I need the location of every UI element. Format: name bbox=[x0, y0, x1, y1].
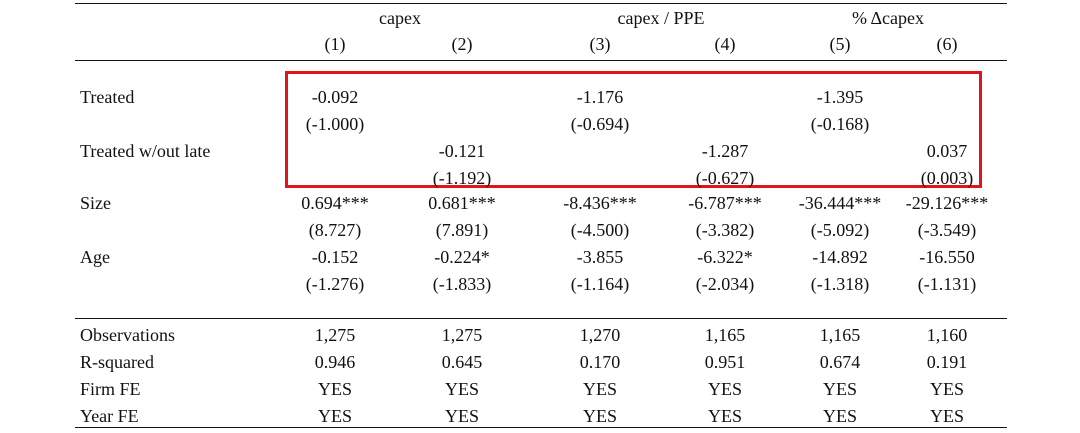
header-rule bbox=[75, 60, 1007, 61]
stat-cell: YES bbox=[582, 379, 618, 399]
stat-label: R-squared bbox=[80, 352, 154, 372]
stat-label: Firm FE bbox=[80, 379, 141, 399]
t-stat-cell: (-1.192) bbox=[432, 168, 492, 188]
bottom-rule bbox=[75, 427, 1007, 428]
stat-cell: 0.946 bbox=[314, 352, 356, 372]
stat-cell: 0.645 bbox=[441, 352, 483, 372]
stat-label: Year FE bbox=[80, 406, 139, 426]
stat-cell: YES bbox=[707, 406, 743, 426]
t-stat-cell: (8.727) bbox=[308, 220, 362, 240]
coefficient-cell: -0.224* bbox=[434, 247, 490, 267]
t-stat-cell: (-3.549) bbox=[917, 220, 977, 240]
column-number: (5) bbox=[829, 34, 851, 54]
stat-cell: 1,160 bbox=[926, 325, 968, 345]
t-stat-cell: (-3.382) bbox=[695, 220, 755, 240]
coefficient-cell: -6.322* bbox=[697, 247, 753, 267]
stat-cell: YES bbox=[582, 406, 618, 426]
column-number: (6) bbox=[936, 34, 958, 54]
t-stat-cell: (-0.694) bbox=[570, 114, 630, 134]
coefficient-cell: -14.892 bbox=[812, 247, 868, 267]
t-stat-cell: (7.891) bbox=[435, 220, 489, 240]
t-stat-cell: (-2.034) bbox=[695, 274, 755, 294]
coefficient-cell: -8.436*** bbox=[563, 193, 637, 213]
t-stat-cell: (0.003) bbox=[920, 168, 974, 188]
t-stat-cell: (-1.131) bbox=[917, 274, 977, 294]
stat-cell: YES bbox=[929, 406, 965, 426]
top-rule bbox=[75, 3, 1007, 4]
coefficient-cell: -36.444*** bbox=[798, 193, 882, 213]
group-header: % Δcapex bbox=[851, 8, 925, 28]
stat-cell: 0.170 bbox=[579, 352, 621, 372]
stat-cell: YES bbox=[317, 406, 353, 426]
coefficient-cell: -0.092 bbox=[311, 87, 359, 107]
highlight-box bbox=[285, 71, 982, 188]
t-stat-cell: (-5.092) bbox=[810, 220, 870, 240]
stat-cell: YES bbox=[822, 406, 858, 426]
stat-cell: YES bbox=[929, 379, 965, 399]
column-number: (4) bbox=[714, 34, 736, 54]
stat-label: Observations bbox=[80, 325, 175, 345]
stat-cell: YES bbox=[822, 379, 858, 399]
stat-cell: 0.674 bbox=[819, 352, 861, 372]
row-label: Treated bbox=[80, 87, 135, 107]
column-number: (1) bbox=[324, 34, 346, 54]
stat-cell: 0.951 bbox=[704, 352, 746, 372]
t-stat-cell: (-0.168) bbox=[810, 114, 870, 134]
coefficient-cell: -1.176 bbox=[576, 87, 624, 107]
coefficient-cell: -29.126*** bbox=[905, 193, 989, 213]
group-header: capex bbox=[379, 8, 421, 28]
coefficient-cell: -0.121 bbox=[438, 141, 486, 161]
stat-cell: 1,165 bbox=[819, 325, 861, 345]
stat-cell: YES bbox=[444, 406, 480, 426]
t-stat-cell: (-1.000) bbox=[305, 114, 365, 134]
stat-cell: 1,165 bbox=[704, 325, 746, 345]
body-bottom-rule bbox=[75, 318, 1007, 319]
t-stat-cell: (-1.276) bbox=[305, 274, 365, 294]
stat-cell: YES bbox=[317, 379, 353, 399]
coefficient-cell: -16.550 bbox=[919, 247, 975, 267]
coefficient-cell: -1.395 bbox=[816, 87, 864, 107]
t-stat-cell: (-1.318) bbox=[810, 274, 870, 294]
coefficient-cell: 0.681*** bbox=[428, 193, 496, 213]
stat-cell: 1,275 bbox=[441, 325, 483, 345]
coefficient-cell: 0.037 bbox=[926, 141, 968, 161]
row-label: Age bbox=[80, 247, 110, 267]
coefficient-cell: -1.287 bbox=[701, 141, 749, 161]
group-header: capex / PPE bbox=[617, 8, 705, 28]
column-number: (2) bbox=[451, 34, 473, 54]
row-label: Treated w/out late bbox=[80, 141, 211, 161]
column-number: (3) bbox=[589, 34, 611, 54]
stat-cell: 1,275 bbox=[314, 325, 356, 345]
t-stat-cell: (-1.164) bbox=[570, 274, 630, 294]
t-stat-cell: (-4.500) bbox=[570, 220, 630, 240]
coefficient-cell: -0.152 bbox=[311, 247, 359, 267]
t-stat-cell: (-0.627) bbox=[695, 168, 755, 188]
t-stat-cell: (-1.833) bbox=[432, 274, 492, 294]
stat-cell: 1,270 bbox=[579, 325, 621, 345]
coefficient-cell: -3.855 bbox=[576, 247, 624, 267]
coefficient-cell: -6.787*** bbox=[688, 193, 762, 213]
coefficient-cell: 0.694*** bbox=[301, 193, 369, 213]
stat-cell: 0.191 bbox=[926, 352, 968, 372]
stat-cell: YES bbox=[707, 379, 743, 399]
row-label: Size bbox=[80, 193, 111, 213]
stat-cell: YES bbox=[444, 379, 480, 399]
